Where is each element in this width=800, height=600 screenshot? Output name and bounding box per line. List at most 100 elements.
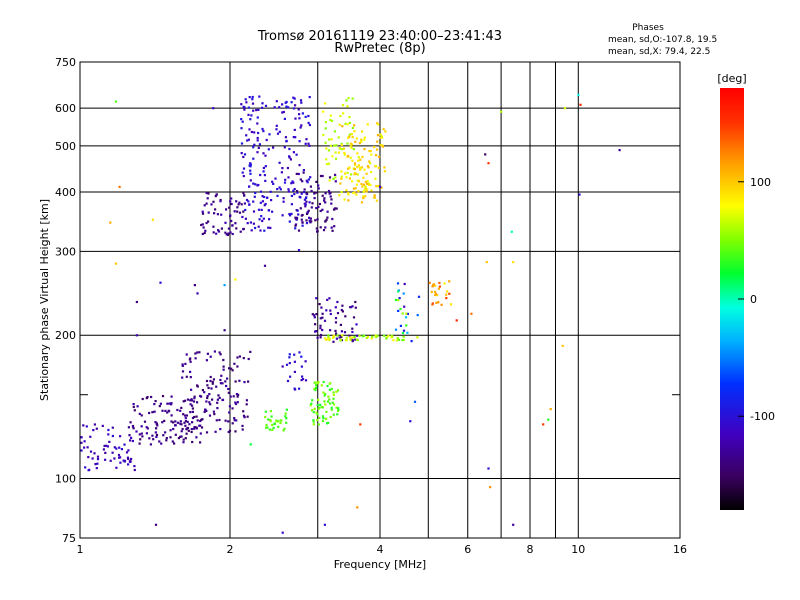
echo-point (254, 183, 257, 186)
echo-point (268, 428, 271, 431)
echo-point (397, 338, 401, 341)
echo-point (252, 146, 255, 149)
echo-point (182, 441, 185, 444)
echo-point (379, 185, 382, 188)
echo-point (292, 136, 295, 139)
echo-point (212, 410, 215, 413)
echo-point (402, 329, 406, 332)
echo-point (365, 190, 368, 193)
echo-point (375, 164, 378, 168)
echo-point (293, 97, 296, 100)
echo-point (287, 190, 290, 193)
echo-point (164, 431, 167, 434)
echo-point (174, 433, 177, 436)
echo-point (269, 410, 272, 413)
echo-point (391, 335, 394, 338)
echo-point (113, 457, 116, 460)
echo-point (366, 335, 370, 339)
echo-point (189, 370, 192, 373)
echo-point (323, 400, 326, 403)
echo-point (310, 189, 313, 193)
echo-point (319, 336, 322, 339)
echo-point (324, 102, 327, 105)
echo-point (332, 177, 335, 180)
echo-point (353, 162, 356, 165)
axis-ticks: 1 2 4 6 8 10 16 75 100 200 300 400 500 600 750 (55, 56, 687, 556)
echo-point (261, 219, 264, 223)
echo-point (325, 147, 328, 150)
echo-point (289, 375, 292, 378)
echo-point (308, 219, 311, 222)
echo-point (279, 188, 282, 191)
echo-point (245, 399, 248, 402)
echo-point (402, 338, 405, 342)
echo-point (230, 367, 233, 370)
echo-point (285, 408, 288, 411)
echo-point (247, 138, 250, 141)
echo-point (192, 400, 196, 403)
echo-point (106, 445, 109, 448)
echo-point (135, 300, 138, 304)
echo-point (355, 334, 359, 337)
echo-point (510, 230, 513, 233)
echo-point (117, 453, 121, 457)
echo-point (315, 297, 318, 300)
echo-point (348, 133, 351, 136)
phases-legend-title: Phases (632, 23, 664, 33)
echo-point (348, 334, 351, 337)
echo-point (316, 336, 319, 339)
y-tick-label: 100 (55, 473, 76, 486)
echo-point (118, 446, 121, 449)
echo-point (224, 231, 227, 234)
echo-point (189, 360, 192, 363)
echo-point (253, 143, 256, 146)
echo-point (185, 375, 188, 378)
echo-point (219, 353, 222, 356)
echo-point (283, 181, 287, 184)
echo-point (203, 410, 206, 413)
echo-point (200, 223, 203, 227)
x-tick-label: 16 (673, 543, 687, 556)
echo-point (330, 138, 333, 141)
echo-point (362, 176, 365, 179)
echo-point (339, 338, 342, 341)
echo-point (354, 338, 357, 341)
echo-point (200, 418, 203, 421)
echo-point (319, 174, 323, 178)
echo-point (342, 112, 345, 115)
echo-point (301, 180, 304, 183)
echo-point (243, 108, 246, 111)
echo-point (168, 410, 171, 413)
echo-point (352, 148, 355, 151)
echo-point (233, 210, 236, 213)
echo-point (547, 418, 550, 421)
echo-point (170, 420, 173, 423)
echo-point (356, 179, 359, 182)
echo-point (328, 337, 331, 340)
echo-point (80, 436, 83, 439)
echo-point (341, 104, 345, 107)
echo-point (208, 393, 211, 396)
echo-point (366, 188, 369, 191)
echo-point (399, 324, 402, 327)
echo-point (363, 138, 366, 141)
echo-point (436, 294, 439, 297)
echo-point (198, 351, 201, 354)
echo-point (94, 463, 97, 466)
echo-point (327, 149, 331, 152)
echo-point (240, 127, 243, 130)
echo-point (250, 130, 253, 134)
echo-point (343, 153, 346, 156)
echo-point (327, 334, 330, 337)
echo-point (181, 363, 184, 366)
echo-point (324, 417, 328, 421)
echo-point (383, 170, 386, 173)
echo-point (248, 128, 251, 131)
echo-point (300, 214, 303, 217)
echo-point (80, 449, 83, 452)
echo-point (247, 200, 250, 203)
echo-point (138, 442, 141, 445)
echo-point (269, 420, 272, 423)
echo-point (332, 340, 335, 343)
echo-point (194, 357, 197, 360)
